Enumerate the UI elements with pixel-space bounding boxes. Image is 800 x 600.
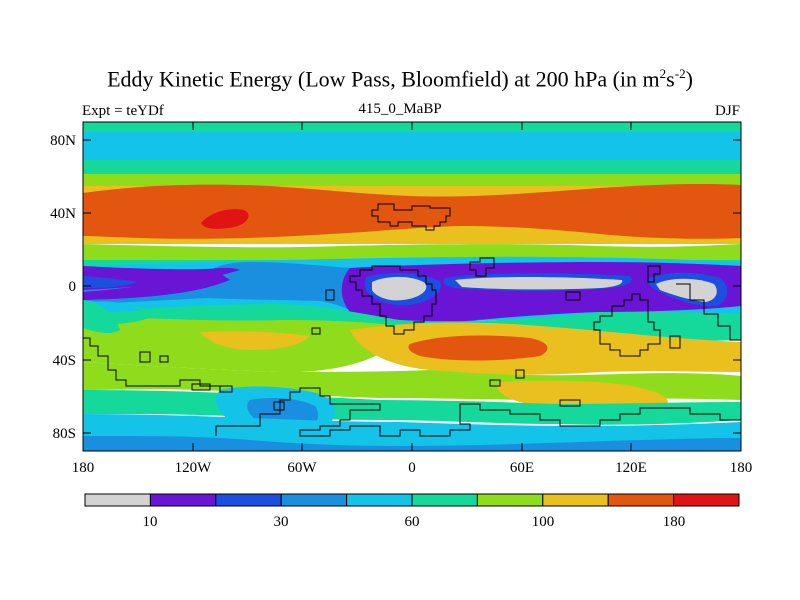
lon-label-60w: 60W bbox=[287, 460, 317, 476]
colorbar-labels: 10 30 60 100 180 bbox=[143, 514, 686, 530]
coast-australia bbox=[593, 293, 661, 357]
colorbar-swatch-2 bbox=[215, 493, 282, 507]
colorbar-label-60: 60 bbox=[405, 514, 420, 530]
colorbar-swatch-5 bbox=[411, 493, 478, 507]
experiment-label: Expt = teYDf bbox=[82, 103, 164, 119]
coast-kerguelen bbox=[489, 379, 501, 387]
jet-core-south bbox=[408, 335, 548, 361]
colorbar-label-180: 180 bbox=[663, 514, 686, 530]
coast-indian-island bbox=[565, 291, 581, 301]
lat-label-0: 0 bbox=[69, 279, 77, 295]
coast-falkland bbox=[191, 383, 211, 391]
band-north-teal bbox=[83, 160, 741, 176]
jet-core-north bbox=[83, 184, 741, 239]
coast-arabia bbox=[469, 257, 495, 277]
lat-ticks bbox=[83, 139, 741, 434]
coast-europe bbox=[371, 203, 451, 231]
lat-label-80n: 80N bbox=[50, 133, 76, 149]
colorbar-swatch-3 bbox=[280, 493, 348, 507]
coast-pacific-islands bbox=[676, 283, 741, 341]
lat-label-80s: 80S bbox=[53, 426, 76, 442]
coast-south-america bbox=[83, 337, 220, 387]
colorbar-swatch-9 bbox=[673, 493, 740, 507]
jet-maximum bbox=[201, 209, 249, 229]
colorbar-swatch-8 bbox=[607, 493, 675, 507]
calm-region-indian bbox=[455, 277, 623, 290]
colorbar-label-100: 100 bbox=[532, 514, 555, 530]
lat-label-40s: 40S bbox=[53, 353, 76, 369]
colorbar-swatch-7 bbox=[542, 493, 609, 507]
coast-island-sa2 bbox=[159, 355, 169, 363]
lon-labels: 180 120W 60W 0 60E 120E 180 bbox=[72, 460, 753, 476]
lat-labels: 80N 40N 0 40S 80S bbox=[50, 133, 76, 442]
coast-georgia bbox=[219, 385, 233, 393]
lon-label-180e: 180 bbox=[730, 460, 753, 476]
coast-indian-isle2 bbox=[515, 369, 525, 379]
coast-atlantic-isle bbox=[311, 327, 321, 335]
colorbar-swatch-1 bbox=[149, 493, 217, 507]
colorbar-swatch-0 bbox=[84, 493, 151, 507]
coast-new-zealand bbox=[669, 335, 681, 349]
map-title: Eddy Kinetic Energy (Low Pass, Bloomfiel… bbox=[107, 66, 693, 92]
lon-ticks bbox=[82, 122, 742, 451]
calm-region-pacific bbox=[656, 278, 717, 302]
season-label: DJF bbox=[714, 103, 740, 119]
south-yellow-patch-west bbox=[200, 331, 310, 350]
colorbar-label-10: 10 bbox=[143, 514, 158, 530]
band-antarctic-blue bbox=[83, 436, 741, 451]
lon-label-180w: 180 bbox=[72, 460, 95, 476]
lon-label-0: 0 bbox=[408, 460, 416, 476]
tropic-west-blue-inner bbox=[83, 276, 138, 288]
contour-field bbox=[83, 122, 741, 451]
calm-region-africa bbox=[372, 276, 427, 301]
colorbar-label-30: 30 bbox=[274, 514, 289, 530]
coast-island-west bbox=[325, 289, 335, 301]
colorbar bbox=[84, 493, 740, 507]
south-west-teal-2 bbox=[83, 300, 120, 334]
lon-label-120e: 120E bbox=[615, 460, 647, 476]
coast-africa bbox=[349, 265, 437, 335]
lon-label-60e: 60E bbox=[510, 460, 534, 476]
coast-southeast-asia bbox=[647, 265, 661, 283]
coastlines bbox=[83, 203, 741, 437]
colorbar-swatch-4 bbox=[346, 493, 413, 507]
coast-antarctica bbox=[215, 387, 741, 437]
band-north-green bbox=[83, 174, 741, 188]
coast-antarctic-peninsula bbox=[273, 401, 285, 411]
colorbar-swatch-6 bbox=[476, 493, 544, 507]
lon-label-120w: 120W bbox=[175, 460, 213, 476]
band-high-north bbox=[83, 132, 741, 162]
coast-antarctic-ice bbox=[559, 399, 581, 407]
tropic-east-purple bbox=[341, 262, 741, 327]
coast-island-sa bbox=[139, 351, 151, 363]
run-label: 415_0_MaBP bbox=[358, 101, 442, 117]
tropic-west-purple-lower bbox=[83, 270, 230, 300]
lat-label-40n: 40N bbox=[50, 206, 76, 222]
